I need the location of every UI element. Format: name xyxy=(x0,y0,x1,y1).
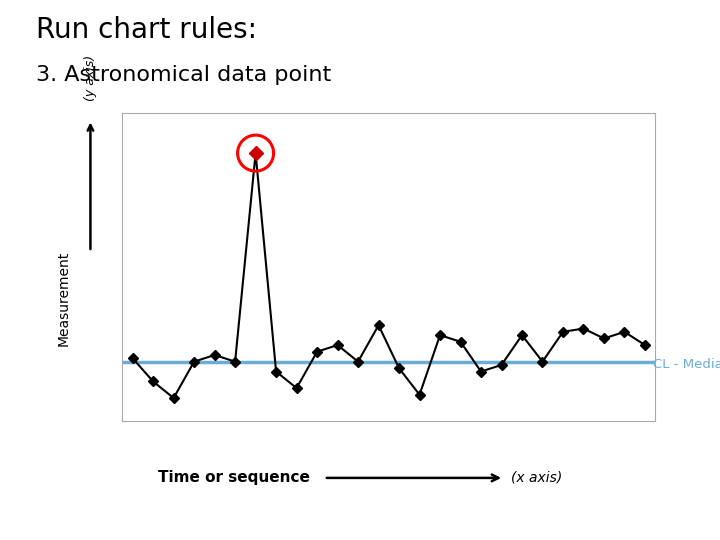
Text: 3. Astronomical data point: 3. Astronomical data point xyxy=(36,65,331,85)
Text: Time or sequence: Time or sequence xyxy=(158,470,310,485)
Text: Measurement: Measurement xyxy=(57,251,71,346)
Text: (x axis): (x axis) xyxy=(511,471,562,485)
Text: Run chart rules:: Run chart rules: xyxy=(36,16,257,44)
Text: (y axis): (y axis) xyxy=(84,55,97,101)
Text: CL - Median: CL - Median xyxy=(653,359,720,372)
